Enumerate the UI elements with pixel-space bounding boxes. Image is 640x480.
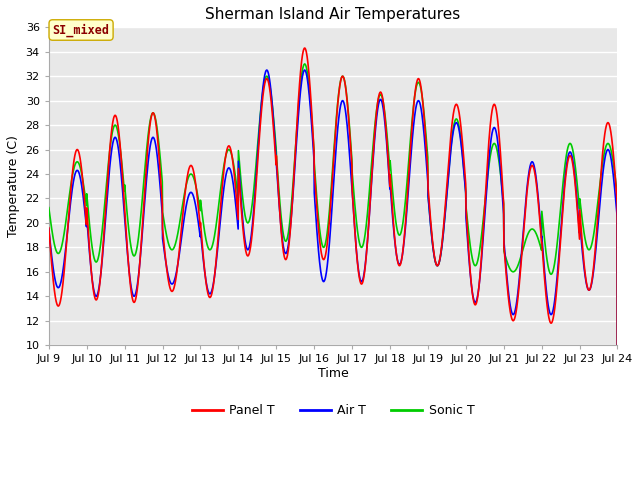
Line: Panel T: Panel T bbox=[49, 48, 618, 468]
Sonic T bbox=[564, 147, 572, 153]
Panel T bbox=[499, 183, 506, 189]
Air T bbox=[350, 213, 358, 219]
Panel T bbox=[301, 45, 308, 51]
Air T bbox=[45, 226, 52, 232]
Panel T bbox=[350, 212, 358, 218]
Text: SI_mixed: SI_mixed bbox=[52, 24, 109, 36]
Sonic T bbox=[579, 224, 587, 230]
Title: Sherman Island Air Temperatures: Sherman Island Air Temperatures bbox=[205, 7, 461, 22]
Legend: Panel T, Air T, Sonic T: Panel T, Air T, Sonic T bbox=[187, 399, 479, 422]
Sonic T bbox=[301, 61, 308, 67]
X-axis label: Time: Time bbox=[317, 367, 348, 380]
Line: Air T: Air T bbox=[49, 70, 618, 468]
Y-axis label: Temperature (C): Temperature (C) bbox=[7, 135, 20, 237]
Sonic T bbox=[204, 242, 211, 248]
Panel T bbox=[204, 288, 211, 294]
Air T bbox=[362, 253, 370, 259]
Sonic T bbox=[45, 205, 52, 211]
Air T bbox=[579, 257, 587, 263]
Air T bbox=[499, 196, 506, 202]
Sonic T bbox=[362, 223, 370, 229]
Panel T bbox=[45, 225, 52, 231]
Sonic T bbox=[499, 191, 506, 196]
Sonic T bbox=[614, 465, 621, 470]
Air T bbox=[564, 157, 572, 163]
Air T bbox=[614, 465, 621, 470]
Line: Sonic T: Sonic T bbox=[49, 64, 618, 468]
Sonic T bbox=[350, 190, 358, 195]
Panel T bbox=[564, 161, 572, 167]
Air T bbox=[263, 67, 271, 73]
Panel T bbox=[362, 254, 370, 260]
Panel T bbox=[614, 465, 621, 470]
Panel T bbox=[579, 252, 587, 257]
Air T bbox=[204, 285, 211, 291]
